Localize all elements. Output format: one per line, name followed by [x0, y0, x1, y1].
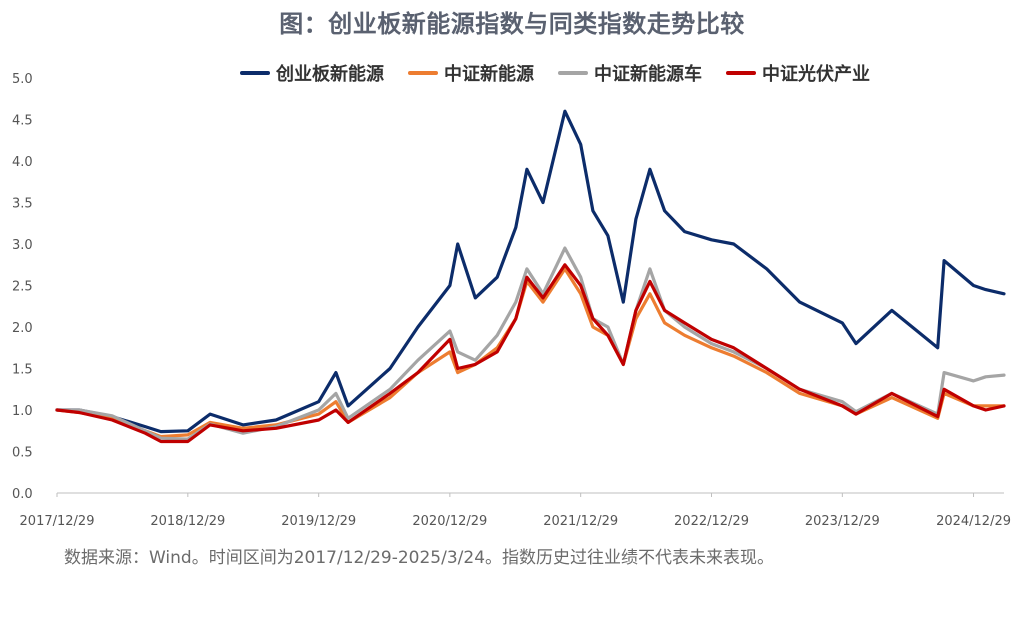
- y-tick-label: 3.5: [12, 197, 33, 212]
- y-tick-label: 0.0: [12, 487, 33, 502]
- x-tick-label: 2022/12/29: [674, 514, 749, 529]
- legend-label-2: 中证新能源车: [594, 64, 702, 85]
- chart-legend: 创业板新能源 中证新能源 中证新能源车 中证光伏产业: [240, 60, 870, 86]
- y-tick-label: 2.5: [12, 280, 33, 295]
- y-tick-label: 4.5: [12, 114, 33, 129]
- chart-title: 图：创业板新能源指数与同类指数走势比较: [279, 10, 745, 38]
- x-tick-label: 2020/12/29: [412, 514, 487, 529]
- y-tick-label: 4.0: [12, 155, 33, 170]
- series-line-2: [55, 246, 1006, 441]
- x-tick-label: 2023/12/29: [805, 514, 880, 529]
- legend-swatch-1: [408, 71, 438, 75]
- y-tick-label: 1.0: [12, 404, 33, 419]
- legend-label-1: 中证新能源: [444, 64, 534, 85]
- y-tick-label: 0.5: [12, 446, 33, 461]
- x-tick-label: 2017/12/29: [20, 514, 95, 529]
- y-tick-label: 3.0: [12, 238, 33, 253]
- series-line-3: [55, 263, 1006, 444]
- legend-label-0: 创业板新能源: [276, 64, 384, 85]
- legend-item-1: 中证新能源: [408, 60, 534, 86]
- legend-item-3: 中证光伏产业: [726, 60, 870, 86]
- legend-item-2: 中证新能源车: [558, 60, 702, 86]
- y-tick-label: 1.5: [12, 363, 33, 378]
- y-tick-label: 2.0: [12, 321, 33, 336]
- legend-label-3: 中证光伏产业: [762, 64, 870, 85]
- x-tick-label: 2018/12/29: [150, 514, 225, 529]
- legend-item-0: 创业板新能源: [240, 60, 384, 86]
- source-note: 数据来源：Wind。时间区间为2017/12/29-2025/3/24。指数历史…: [64, 548, 775, 568]
- y-tick-label: 5.0: [12, 72, 33, 87]
- legend-swatch-3: [726, 71, 756, 75]
- legend-swatch-2: [558, 71, 588, 75]
- x-tick-label: 2021/12/29: [543, 514, 618, 529]
- series-line-0: [55, 109, 1006, 434]
- legend-swatch-0: [240, 71, 270, 75]
- x-tick-label: 2019/12/29: [281, 514, 356, 529]
- x-tick-label: 2024/12/29: [936, 514, 1011, 529]
